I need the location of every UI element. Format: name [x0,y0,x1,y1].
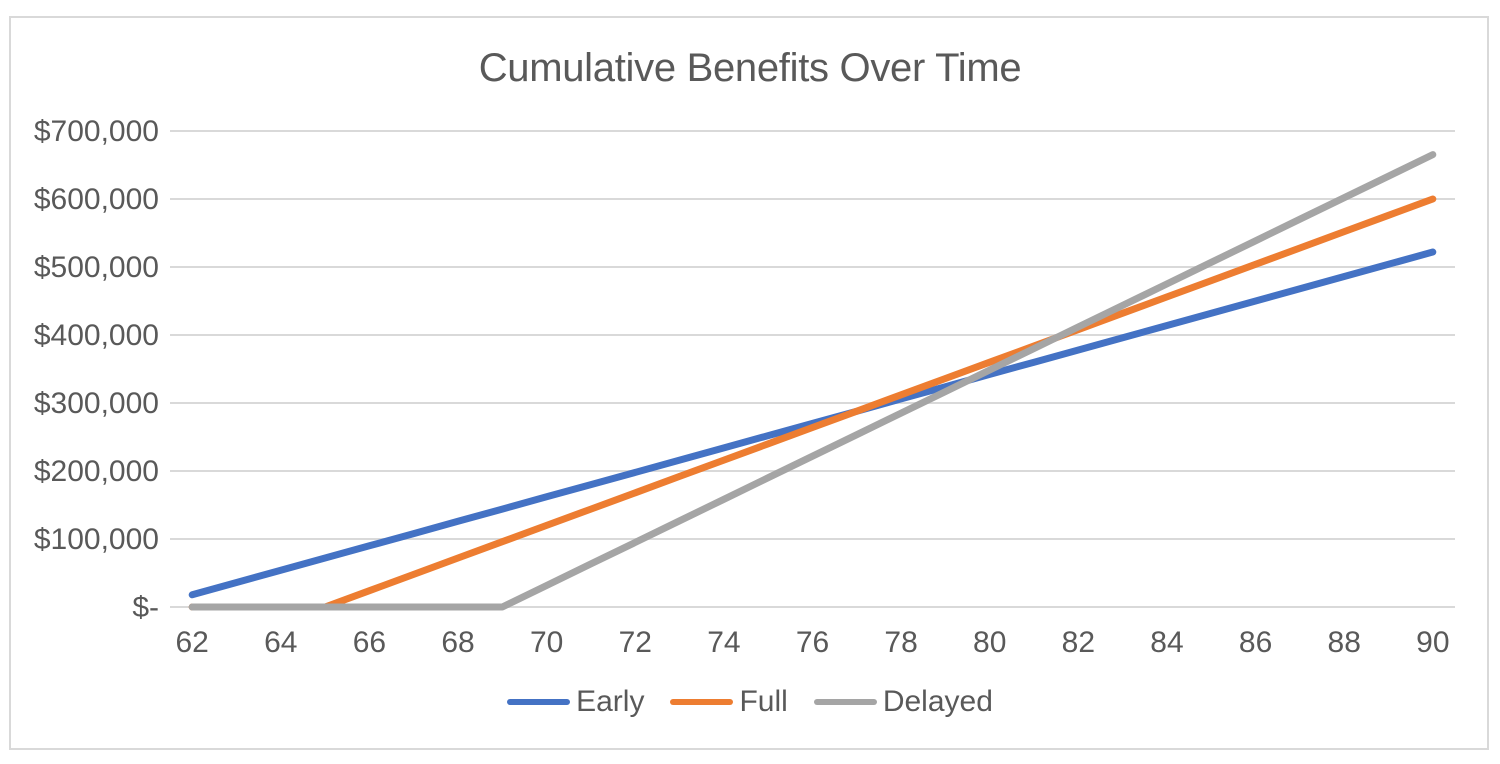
series-line-early [188,248,1437,599]
legend-label: Early [576,685,645,718]
x-tick-label: 64 [264,626,297,659]
x-tick-label: 86 [1239,626,1272,659]
x-tick-label: 82 [1062,626,1095,659]
x-tick-label: 78 [884,626,917,659]
legend-swatch-full [670,699,734,705]
x-tick-label: 74 [707,626,740,659]
x-tick-label: 90 [1416,626,1449,659]
x-tick-label: 76 [796,626,829,659]
y-tick-label: $- [132,591,159,624]
series-line-full [188,195,1437,611]
y-tick-label: $500,000 [34,251,159,284]
series-line-delayed [188,151,1437,611]
x-tick-label: 72 [619,626,652,659]
x-tick-label: 68 [441,626,474,659]
legend-item-delayed: Delayed [813,685,993,718]
chart-title: Cumulative Benefits Over Time [478,46,1022,90]
x-tick-label: 80 [973,626,1006,659]
y-tick-label: $700,000 [34,115,159,148]
legend-swatch-delayed [813,699,877,705]
legend-label: Delayed [882,685,993,718]
y-tick-label: $600,000 [34,183,159,216]
y-tick-label: $400,000 [34,319,159,352]
x-tick-label: 84 [1150,626,1183,659]
legend-label: Full [739,685,788,718]
x-tick-label: 70 [530,626,563,659]
legend-swatch-early [507,699,571,705]
y-tick-label: $300,000 [34,387,159,420]
x-tick-label: 62 [175,626,208,659]
legend: Early Full Delayed [0,687,1500,717]
y-tick-label: $200,000 [34,455,159,488]
y-tick-label: $100,000 [34,523,159,556]
chart-frame [9,16,1489,750]
legend-item-full: Full [670,685,788,718]
x-tick-label: 66 [353,626,386,659]
legend-item-early: Early [507,687,644,717]
x-tick-label: 88 [1328,626,1361,659]
